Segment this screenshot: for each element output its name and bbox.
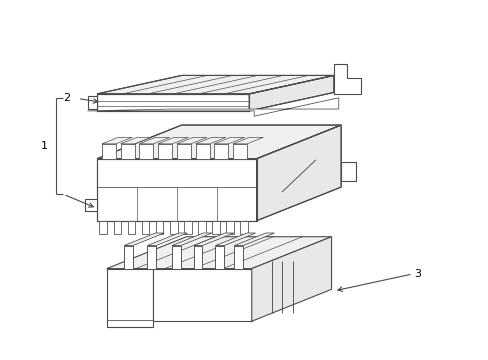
Polygon shape: [142, 221, 149, 234]
Polygon shape: [341, 162, 355, 181]
Polygon shape: [97, 125, 341, 159]
Polygon shape: [147, 233, 187, 246]
Polygon shape: [88, 95, 97, 109]
Polygon shape: [124, 233, 164, 246]
Polygon shape: [240, 221, 247, 234]
Polygon shape: [153, 269, 251, 321]
Polygon shape: [225, 221, 233, 234]
Polygon shape: [211, 221, 219, 234]
Polygon shape: [333, 64, 360, 94]
Polygon shape: [195, 138, 225, 144]
Polygon shape: [233, 138, 263, 144]
Polygon shape: [215, 233, 255, 246]
Polygon shape: [215, 246, 224, 269]
Polygon shape: [177, 144, 190, 159]
Polygon shape: [97, 159, 256, 221]
Polygon shape: [251, 237, 331, 321]
Polygon shape: [256, 125, 341, 221]
Text: 3: 3: [413, 269, 420, 279]
Polygon shape: [234, 246, 243, 269]
Polygon shape: [249, 76, 333, 111]
Polygon shape: [193, 233, 233, 246]
Polygon shape: [234, 233, 274, 246]
Polygon shape: [124, 246, 133, 269]
Polygon shape: [158, 144, 172, 159]
Text: 2: 2: [63, 94, 70, 103]
Polygon shape: [85, 199, 97, 211]
Polygon shape: [127, 221, 135, 234]
Polygon shape: [195, 144, 209, 159]
Polygon shape: [121, 144, 134, 159]
Polygon shape: [158, 138, 188, 144]
Polygon shape: [155, 221, 163, 234]
Polygon shape: [169, 221, 177, 234]
Polygon shape: [97, 94, 249, 111]
Polygon shape: [214, 144, 228, 159]
Polygon shape: [97, 76, 333, 94]
Polygon shape: [106, 269, 153, 327]
Polygon shape: [233, 144, 246, 159]
Polygon shape: [214, 138, 244, 144]
Text: 1: 1: [41, 141, 47, 151]
Polygon shape: [106, 237, 331, 269]
Polygon shape: [172, 233, 212, 246]
Polygon shape: [139, 138, 169, 144]
Polygon shape: [193, 246, 202, 269]
Polygon shape: [147, 246, 156, 269]
Polygon shape: [172, 246, 180, 269]
Polygon shape: [183, 221, 191, 234]
Polygon shape: [139, 144, 153, 159]
Polygon shape: [177, 138, 207, 144]
Polygon shape: [87, 98, 338, 116]
Polygon shape: [198, 221, 205, 234]
Polygon shape: [102, 138, 132, 144]
Polygon shape: [121, 138, 151, 144]
Polygon shape: [113, 221, 121, 234]
Polygon shape: [99, 221, 107, 234]
Polygon shape: [102, 144, 116, 159]
